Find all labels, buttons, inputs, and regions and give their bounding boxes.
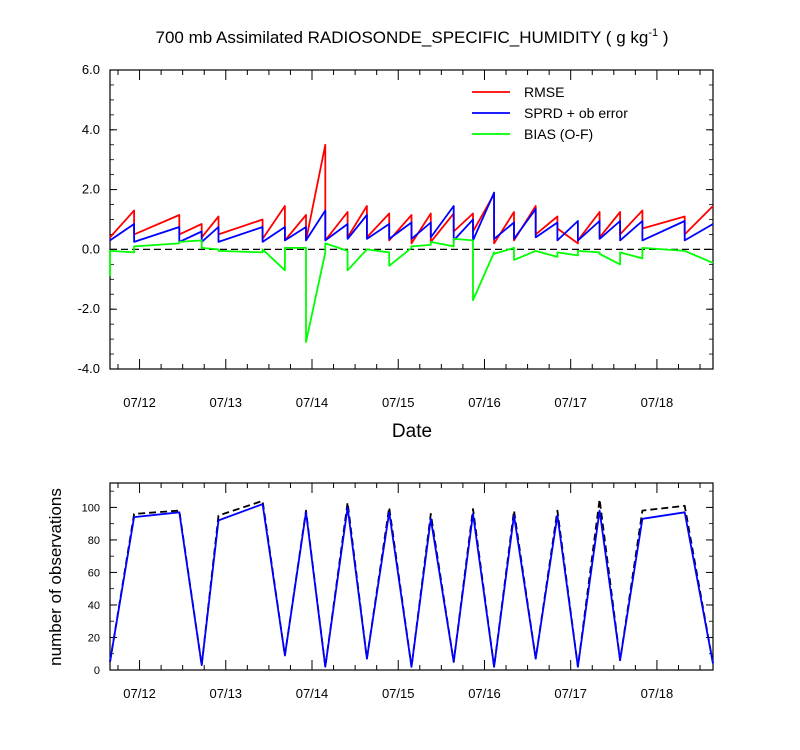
top-ytick-label: -4.0 xyxy=(78,361,100,376)
top-legend-label: BIAS (O-F) xyxy=(524,126,593,142)
top-legend-label: RMSE xyxy=(524,84,564,100)
bottom-ytick-label: 20 xyxy=(88,632,100,644)
top-xtick-label: 07/15 xyxy=(382,395,415,410)
title-suffix: ) xyxy=(658,28,668,47)
top-chart-xlabel: Date xyxy=(392,421,432,442)
top-chart: 6.0 4.0 2.0 0.0 -2.0 -4.0 07/12 07/13 07/14 07/15… xyxy=(78,62,714,410)
top-ytick-label: 2.0 xyxy=(82,182,100,197)
top-legend-label: SPRD + ob error xyxy=(524,105,628,121)
bottom-xtick-label: 07/16 xyxy=(468,686,501,701)
bottom-ytick-label: 80 xyxy=(88,535,100,547)
bottom-chart-ylabel: number of observations xyxy=(46,488,65,666)
bottom-ytick-label: 40 xyxy=(88,600,100,612)
top-series-bias-o-f xyxy=(109,237,714,344)
bottom-xtick-label: 07/12 xyxy=(123,686,156,701)
bottom-xtick-label: 07/17 xyxy=(554,686,587,701)
bottom-xtick-label: 07/15 xyxy=(382,686,415,701)
bottom-ytick-label: 100 xyxy=(82,502,100,514)
bottom-series-assimilated xyxy=(109,503,714,668)
bottom-chart: 100 80 60 40 20 0 07/12 07/13 07/14 07/15 07/16 07/… xyxy=(82,482,714,701)
bottom-xtick-label: 07/18 xyxy=(641,686,674,701)
top-xtick-label: 07/18 xyxy=(641,395,674,410)
top-xtick-label: 07/13 xyxy=(210,395,243,410)
top-xtick-label: 07/16 xyxy=(468,395,501,410)
bottom-ytick-label: 60 xyxy=(88,567,100,579)
top-ytick-label: 4.0 xyxy=(82,122,100,137)
top-series-sprd-ob-error xyxy=(109,191,714,243)
top-series-rmse xyxy=(109,143,714,245)
top-ytick-label: -2.0 xyxy=(78,301,100,316)
bottom-xtick-label: 07/13 xyxy=(210,686,243,701)
bottom-ytick-label: 0 xyxy=(94,665,100,677)
title-superscript: -1 xyxy=(648,27,658,39)
top-xtick-label: 07/14 xyxy=(296,395,329,410)
top-ytick-label: 6.0 xyxy=(82,62,100,77)
top-ytick-label: 0.0 xyxy=(82,241,100,256)
top-xtick-label: 07/12 xyxy=(123,395,156,410)
bottom-xtick-label: 07/14 xyxy=(296,686,329,701)
bottom-plot-frame xyxy=(109,482,714,671)
top-xtick-label: 07/17 xyxy=(554,395,587,410)
top-chart-title: 700 mb Assimilated RADIOSONDE_SPECIFIC_H… xyxy=(156,27,669,47)
